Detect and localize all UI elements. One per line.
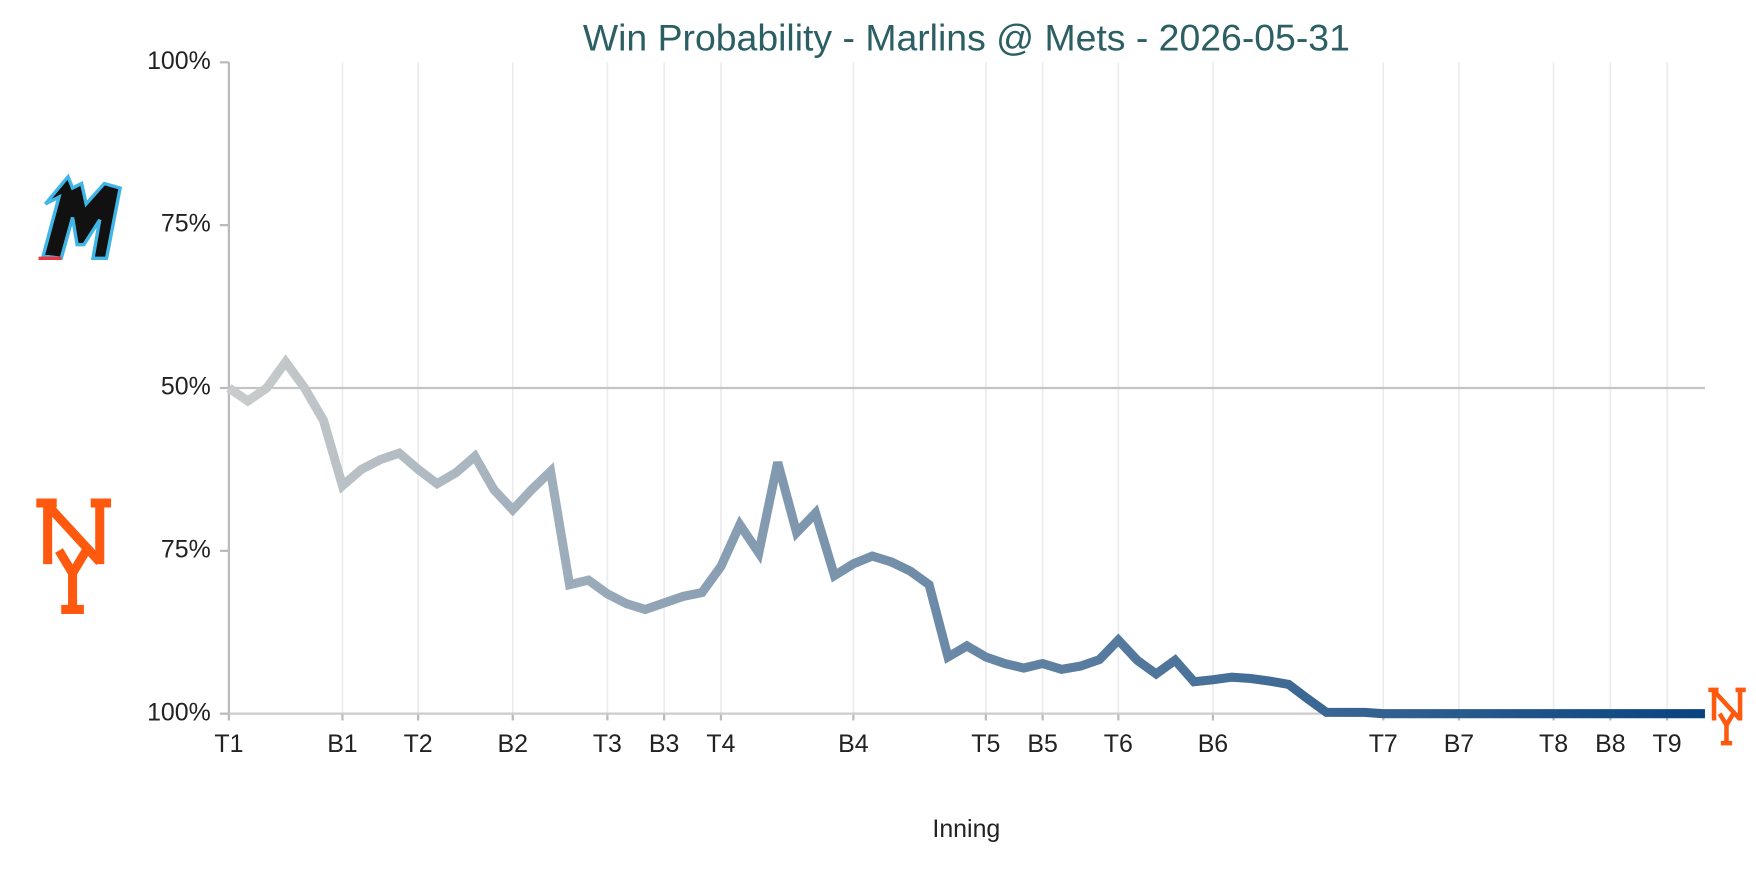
- x-tick-label: B2: [498, 730, 528, 758]
- mets-logo-small: [1708, 687, 1746, 746]
- x-tick-label: B3: [649, 730, 679, 758]
- y-tick-label: 75%: [161, 210, 211, 238]
- marlins-logo: [38, 173, 123, 261]
- x-tick-label: T6: [1104, 730, 1133, 758]
- x-axis-label: Inning: [932, 815, 1000, 843]
- x-tick-label: T1: [214, 730, 243, 758]
- x-tick-label: B1: [327, 730, 357, 758]
- x-tick-label: T3: [593, 730, 622, 758]
- x-tick-label: B5: [1027, 730, 1057, 758]
- x-tick-label: B7: [1444, 730, 1474, 758]
- x-tick-label: T4: [706, 730, 735, 758]
- x-tick-label: T8: [1539, 730, 1568, 758]
- y-tick-label: 50%: [161, 373, 211, 401]
- x-tick-label: T2: [404, 730, 433, 758]
- y-tick-label: 100%: [147, 698, 211, 726]
- chart-title: Win Probability - Marlins @ Mets - 2026-…: [583, 17, 1350, 59]
- win-probability-line: [226, 354, 1705, 719]
- x-tick-label: T5: [971, 730, 1000, 758]
- x-tick-label: T7: [1369, 730, 1398, 758]
- x-tick-label: B6: [1198, 730, 1228, 758]
- x-tick-label: B4: [838, 730, 869, 758]
- x-tick-label: T9: [1653, 730, 1682, 758]
- mets-logo: [36, 498, 112, 614]
- y-tick-label: 100%: [147, 47, 211, 75]
- x-tick-label: B8: [1595, 730, 1625, 758]
- y-tick-label: 75%: [161, 535, 211, 563]
